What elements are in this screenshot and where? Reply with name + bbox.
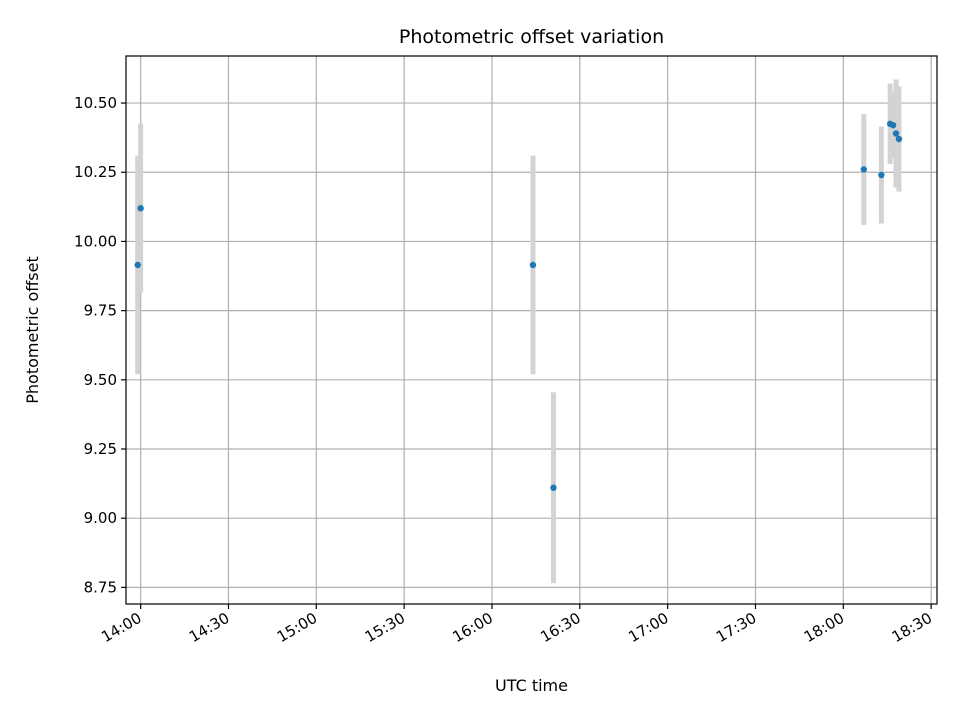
data-point xyxy=(878,171,885,179)
y-tick-label: 10.50 xyxy=(74,94,117,112)
y-tick-label: 9.75 xyxy=(84,302,117,320)
y-tick-label: 10.00 xyxy=(74,232,117,250)
data-points xyxy=(134,120,903,491)
y-axis-ticks: 8.75 9.00 9.25 9.50 9.75 10.00 10.25 10.50 xyxy=(74,94,126,596)
data-point xyxy=(895,135,903,143)
data-point xyxy=(889,121,897,129)
data-point xyxy=(134,261,141,269)
y-tick-label: 8.75 xyxy=(84,578,117,596)
chart-title: Photometric offset variation xyxy=(399,26,664,48)
data-point xyxy=(860,166,868,173)
y-tick-label: 9.00 xyxy=(84,509,117,527)
plot-frame xyxy=(125,55,938,605)
x-axis-label: UTC time xyxy=(495,676,568,695)
data-point xyxy=(529,261,537,269)
y-axis-label: Photometric offset xyxy=(23,256,42,404)
y-tick-label: 9.25 xyxy=(84,440,117,458)
y-tick-label: 9.50 xyxy=(84,371,117,389)
y-tick-label: 10.25 xyxy=(74,163,117,181)
data-point xyxy=(550,484,557,491)
data-point xyxy=(137,205,144,212)
data-point xyxy=(892,130,900,137)
